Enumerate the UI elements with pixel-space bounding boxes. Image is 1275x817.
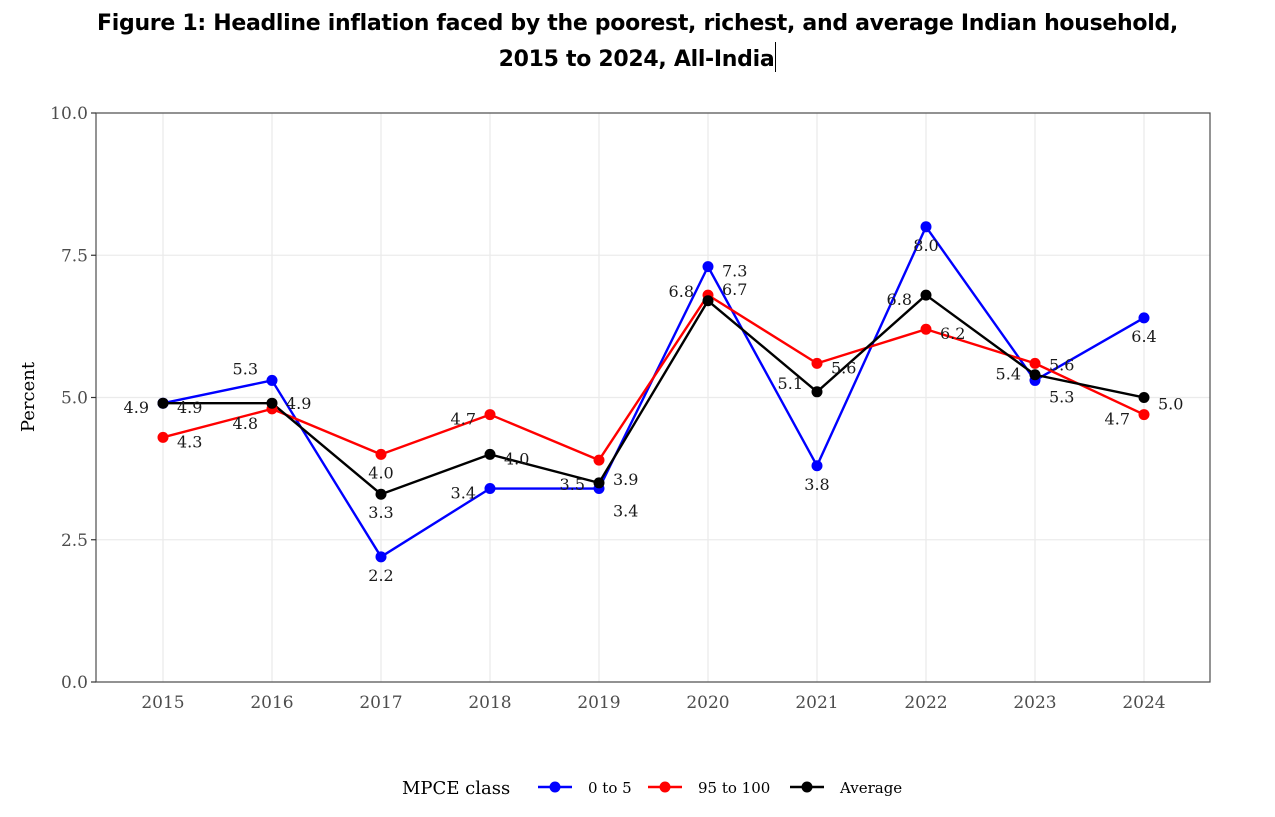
data-label: 5.6 — [831, 358, 856, 377]
legend-item: Average — [790, 779, 902, 797]
data-point — [484, 483, 496, 495]
data-point — [266, 397, 278, 409]
y-tick-label: 10.0 — [50, 104, 88, 124]
text-cursor — [775, 42, 777, 72]
data-label: 4.9 — [177, 398, 202, 417]
data-point — [811, 460, 823, 472]
data-label: 5.3 — [233, 359, 258, 378]
x-tick-label: 2018 — [468, 693, 511, 713]
x-tick-label: 2022 — [904, 693, 947, 713]
data-point — [375, 551, 387, 563]
data-label: 6.2 — [940, 324, 965, 343]
legend-title: MPCE class — [402, 778, 510, 799]
data-label: 3.9 — [613, 470, 638, 489]
chart-title: Figure 1: Headline inflation faced by th… — [0, 6, 1275, 78]
data-labels: 4.9 5.3 2.2 3.4 3.4 7.3 3.8 8.0 5.3 6.4 4.3 4.8 4.0 4… — [124, 236, 1184, 585]
data-point — [157, 431, 169, 443]
legend-item: 95 to 100 — [648, 779, 770, 797]
data-label: 6.8 — [887, 290, 912, 309]
data-point — [1029, 369, 1041, 381]
y-tick-label: 0.0 — [61, 673, 88, 693]
legend: MPCE class 0 to 5 95 to 100 Average — [402, 778, 902, 799]
y-axis-title: Percent — [18, 361, 39, 432]
data-point — [702, 261, 714, 273]
data-label: 4.3 — [177, 432, 202, 451]
x-tick-label: 2019 — [577, 693, 620, 713]
gridlines — [96, 112, 1210, 683]
data-label: 5.0 — [1158, 395, 1183, 414]
data-point — [920, 289, 932, 301]
data-point — [1138, 392, 1150, 403]
data-label: 6.4 — [1131, 327, 1156, 346]
data-label: 6.8 — [669, 282, 694, 301]
data-label: 8.0 — [913, 236, 938, 255]
series-line-2 — [163, 293, 1145, 496]
x-tick-label: 2021 — [795, 693, 838, 713]
x-axis: 2015 2016 2017 2018 2019 2020 2021 2022 2023 2024 — [141, 693, 1165, 713]
data-point — [484, 409, 496, 421]
data-point — [157, 397, 169, 409]
data-point — [593, 454, 605, 466]
y-tick-label: 5.0 — [61, 389, 88, 409]
data-label: 4.0 — [368, 463, 393, 482]
chart-title-line-2: 2015 to 2024, All-India — [0, 42, 1275, 78]
data-point — [1138, 409, 1150, 421]
legend-label: 0 to 5 — [588, 779, 632, 797]
legend-key-point — [549, 781, 561, 793]
data-label: 4.9 — [124, 398, 149, 417]
series-points — [157, 221, 1150, 563]
data-label: 5.4 — [996, 365, 1021, 384]
x-tick-label: 2015 — [141, 693, 184, 713]
data-label: 3.4 — [613, 502, 638, 521]
data-label: 4.7 — [451, 410, 476, 429]
x-tick-label: 2016 — [250, 693, 293, 713]
data-point — [1029, 357, 1041, 369]
x-tick-label: 2024 — [1122, 693, 1165, 713]
chart-title-line-2-text: 2015 to 2024, All-India — [498, 47, 775, 72]
legend-label: Average — [839, 779, 902, 797]
y-axis: 0.0 2.5 5.0 7.5 10.0 — [50, 104, 96, 693]
data-label: 5.6 — [1049, 355, 1074, 374]
data-label: 7.3 — [722, 262, 747, 281]
x-tick-label: 2020 — [686, 693, 729, 713]
data-point — [920, 323, 932, 335]
data-point — [702, 295, 714, 307]
legend-key-point — [659, 781, 671, 793]
data-label: 4.0 — [504, 449, 529, 468]
data-point — [266, 374, 278, 386]
data-point — [811, 357, 823, 369]
data-point — [484, 448, 496, 460]
data-label: 4.9 — [286, 394, 311, 413]
legend-item: 0 to 5 — [538, 779, 632, 797]
x-tick-label: 2017 — [359, 693, 402, 713]
series-lines — [162, 225, 1145, 559]
data-label: 2.2 — [368, 566, 393, 585]
data-label: 4.8 — [233, 414, 258, 433]
data-point — [375, 448, 387, 460]
data-point — [920, 221, 932, 233]
chart-title-line-1: Figure 1: Headline inflation faced by th… — [97, 11, 1178, 36]
data-label: 3.5 — [560, 475, 585, 494]
data-label: 3.4 — [451, 484, 476, 503]
data-label: 6.7 — [722, 280, 747, 299]
legend-key-point — [801, 781, 813, 793]
data-label: 3.3 — [368, 503, 393, 522]
data-point — [811, 386, 823, 398]
data-point — [375, 488, 387, 500]
data-label: 3.8 — [804, 475, 829, 494]
y-tick-label: 2.5 — [61, 531, 88, 551]
y-tick-label: 7.5 — [61, 246, 88, 266]
x-tick-label: 2023 — [1013, 693, 1056, 713]
data-point — [593, 477, 605, 489]
series-line-1 — [162, 293, 1145, 462]
data-label: 5.3 — [1049, 387, 1074, 406]
data-point — [1138, 312, 1150, 324]
data-label: 5.1 — [778, 374, 803, 393]
legend-label: 95 to 100 — [698, 779, 770, 797]
data-label: 4.7 — [1105, 410, 1130, 429]
